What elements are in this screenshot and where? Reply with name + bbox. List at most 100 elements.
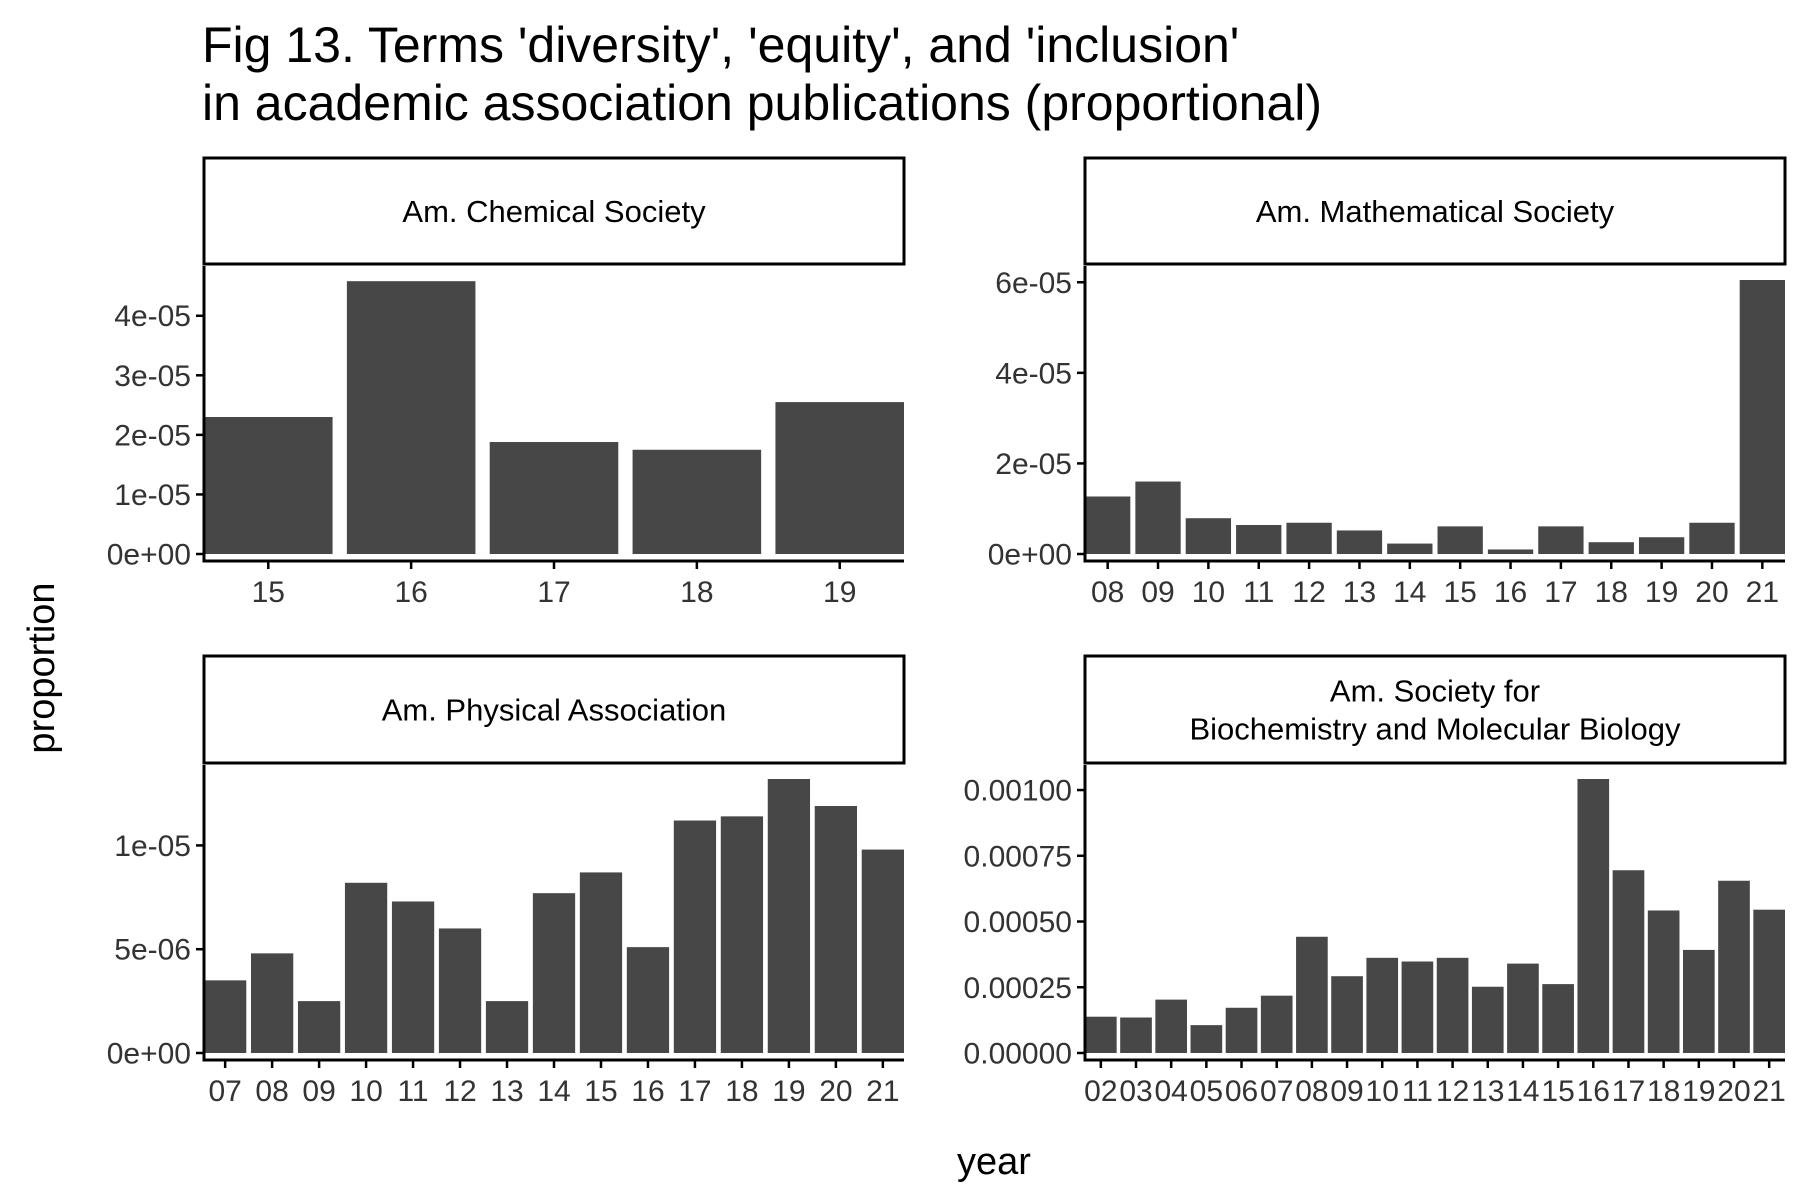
bar-14 [532,893,576,1053]
x-tick-label: 14 [1506,1075,1539,1108]
x-tick-label: 05 [1190,1075,1223,1108]
bar-17 [1612,870,1645,1053]
bar-04 [1155,999,1188,1053]
bar-18 [720,816,764,1053]
x-tick-label: 21 [866,1075,899,1108]
bar-13 [485,1001,529,1053]
x-tick-label: 07 [208,1075,241,1108]
x-tick-label: 15 [1443,576,1476,609]
panel-strip-label: Am. Mathematical Society [1256,194,1615,229]
bar-17 [673,820,717,1053]
x-tick-label: 10 [1366,1075,1399,1108]
x-tick-label: 19 [772,1075,805,1108]
bar-21 [861,849,904,1053]
panel-strip [202,156,906,266]
y-tick-label: 2e-05 [995,448,1072,481]
x-tick-label: 19 [1645,576,1678,609]
bar-20 [1718,880,1750,1053]
x-tick-label: 10 [1192,576,1225,609]
panel-strip [1083,654,1787,765]
y-tick-label: 6e-05 [995,267,1072,300]
x-tick-label: 17 [1544,576,1577,609]
x-tick-label: 02 [1084,1075,1117,1108]
bar-13 [1336,530,1383,554]
bar-15 [1437,526,1483,554]
title-line-1: Fig 13. Terms 'diversity', 'equity', and… [202,17,1239,73]
x-tick-label: 11 [1243,576,1274,609]
bar-05 [1190,1025,1223,1053]
bar-11 [1236,525,1282,554]
panel-1: Am. Chemical Society 0e+00 1e-05 2e-05 3e-05… [107,156,906,609]
y-tick-label: 0.00050 [964,906,1072,939]
x-tick-label: 09 [1141,576,1174,609]
y-axis-title: proportion [21,582,63,753]
x-tick-label: 19 [823,576,856,609]
y-tick-label: 1e-05 [114,479,191,512]
y-tick-label: 0e+00 [107,539,191,572]
x-tick-label: 04 [1154,1075,1187,1108]
x-tick-label: 16 [631,1075,664,1108]
y-tick-label: 0.00025 [964,972,1072,1005]
bar-08 [250,953,294,1053]
x-tick-label: 13 [490,1075,523,1108]
y-tick-label: 3e-05 [114,360,191,393]
bar-17 [489,442,619,554]
x-tick-label: 11 [397,1075,428,1108]
bar-16 [626,947,670,1053]
x-tick-label: 12 [443,1075,476,1108]
bar-15 [204,417,333,554]
bar-18 [1647,910,1680,1053]
bar-19 [767,779,811,1053]
x-tick-label: 17 [1612,1075,1645,1108]
panel-3: Am. Physical Association 0e+00 5e-06 1e-05 0… [107,654,906,1108]
x-tick-label: 08 [1091,576,1124,609]
bar-15 [579,872,623,1053]
x-tick-label: 09 [1330,1075,1363,1108]
bar-20 [814,805,858,1053]
bar-11 [1401,961,1434,1053]
panel-strip-label: Am. Chemical Society [402,194,706,229]
bar-11 [391,901,435,1053]
x-tick-label: 12 [1436,1075,1469,1108]
bar-19 [775,402,904,554]
x-tick-label: 14 [1393,576,1426,609]
bar-03 [1120,1017,1152,1053]
bar-10 [344,882,388,1053]
y-tick-label: 2e-05 [114,419,191,452]
x-tick-label: 18 [680,576,713,609]
bar-19 [1682,949,1715,1053]
bar-08 [1296,936,1328,1053]
y-tick-label: 0e+00 [988,539,1072,572]
figure-title: Fig 13. Terms 'diversity', 'equity', and… [202,17,1322,131]
x-tick-label: 14 [537,1075,570,1108]
bar-07 [1260,995,1293,1053]
y-tick-label: 0.00100 [964,775,1072,808]
x-tick-label: 21 [1752,1075,1785,1108]
x-tick-label: 11 [1402,1075,1433,1108]
bar-12 [1436,957,1469,1053]
x-tick-label: 19 [1682,1075,1715,1108]
bar-14 [1507,963,1539,1053]
x-tick-label: 09 [302,1075,335,1108]
x-tick-label: 03 [1119,1075,1152,1108]
bar-02 [1085,1016,1117,1053]
x-tick-label: 13 [1471,1075,1504,1108]
x-tick-label: 08 [1295,1075,1328,1108]
x-tick-label: 12 [1292,576,1325,609]
bar-12 [1286,522,1332,554]
x-tick-label: 06 [1225,1075,1258,1108]
bar-17 [1538,526,1584,554]
x-tick-label: 20 [1695,576,1728,609]
bar-13 [1471,986,1504,1053]
bar-10 [1366,957,1399,1053]
bar-06 [1225,1007,1258,1053]
bar-10 [1185,518,1232,554]
bar-18 [1588,542,1634,554]
x-tick-label: 18 [1647,1075,1680,1108]
x-tick-label: 20 [819,1075,852,1108]
x-tick-label: 08 [255,1075,288,1108]
panel-strip-label: Biochemistry and Molecular Biology [1189,712,1681,747]
bar-12 [438,928,482,1053]
